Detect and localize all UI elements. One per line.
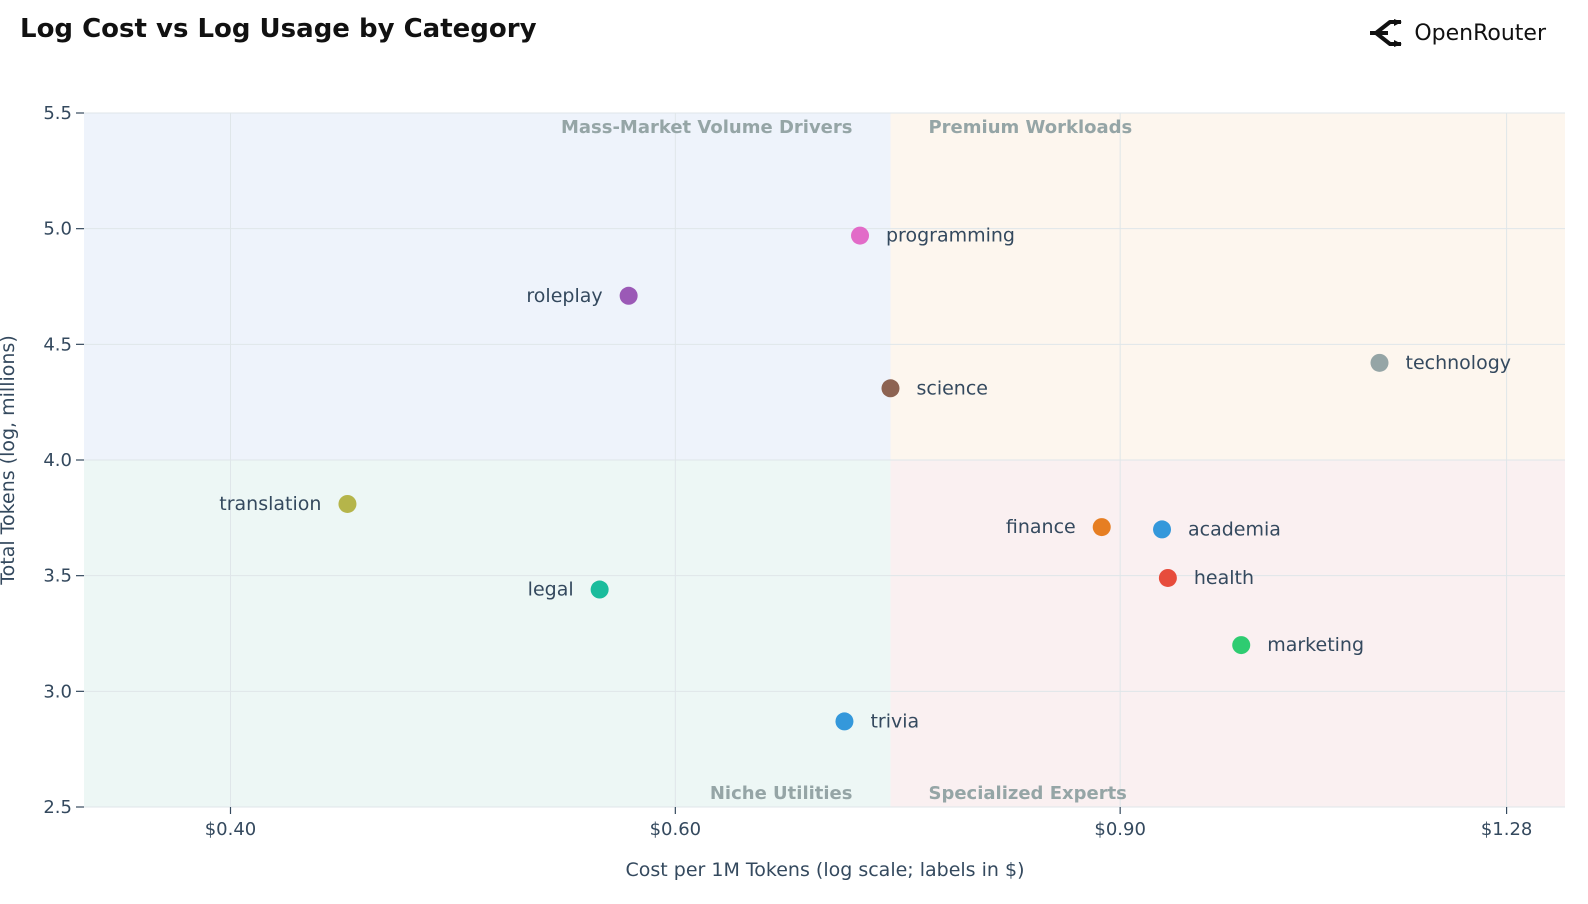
y-tick-label: 5.5 bbox=[43, 103, 72, 124]
y-tick-label: 4.5 bbox=[43, 334, 72, 355]
y-tick-label: 3.5 bbox=[43, 566, 72, 587]
point-science bbox=[881, 379, 900, 398]
point-finance bbox=[1092, 518, 1111, 537]
point-legal bbox=[590, 580, 609, 599]
brand-name: OpenRouter bbox=[1414, 20, 1546, 46]
point-academia bbox=[1153, 520, 1172, 539]
axes: 2.5 3.0 3.5 4.0 4.5 5.0 5.5 $0.40 $0.60 $0.90 $1.2… bbox=[43, 103, 1565, 840]
quadrant-label: Premium Workloads bbox=[928, 117, 1132, 138]
x-axis-label: Cost per 1M Tokens (log scale; labels in… bbox=[626, 859, 1025, 881]
point-label-roleplay: roleplay bbox=[526, 285, 602, 307]
point-trivia bbox=[835, 712, 854, 731]
point-label-technology: technology bbox=[1406, 352, 1512, 374]
x-tick-label: $0.90 bbox=[1094, 819, 1146, 840]
point-health bbox=[1158, 568, 1177, 587]
point-translation bbox=[338, 494, 357, 513]
data-points: programming roleplay science technology tran… bbox=[219, 225, 1511, 733]
x-tick-label: $0.40 bbox=[205, 819, 257, 840]
chart-title: Log Cost vs Log Usage by Category bbox=[20, 14, 537, 44]
quadrant-label: Mass-Market Volume Drivers bbox=[561, 117, 853, 138]
quadrant-bottom-right bbox=[890, 460, 1565, 807]
quadrant-label: Specialized Experts bbox=[928, 783, 1126, 804]
y-tick-label: 2.5 bbox=[43, 797, 72, 818]
point-label-science: science bbox=[916, 377, 988, 399]
point-marketing bbox=[1232, 636, 1251, 655]
point-label-programming: programming bbox=[886, 225, 1015, 247]
point-label-finance: finance bbox=[1006, 516, 1076, 538]
point-label-academia: academia bbox=[1188, 518, 1281, 540]
point-programming bbox=[851, 226, 870, 245]
y-tick-label: 5.0 bbox=[43, 219, 72, 240]
x-tick-label: $0.60 bbox=[650, 819, 702, 840]
quadrant-labels: Mass-Market Volume Drivers Premium Worklo… bbox=[561, 117, 1132, 804]
point-technology bbox=[1370, 353, 1389, 372]
y-axis-label: Total Tokens (log, millions) bbox=[0, 335, 19, 585]
openrouter-logo-icon bbox=[1370, 19, 1403, 47]
brand: OpenRouter bbox=[1368, 18, 1546, 48]
quadrant-top-right bbox=[890, 113, 1565, 460]
point-label-legal: legal bbox=[528, 579, 574, 601]
quadrant-backgrounds bbox=[84, 113, 1565, 807]
quadrant-top-left bbox=[84, 113, 891, 460]
quadrant-bottom-left bbox=[84, 460, 891, 807]
y-tick-label: 3.0 bbox=[43, 681, 72, 702]
point-label-translation: translation bbox=[219, 493, 321, 515]
point-label-health: health bbox=[1194, 567, 1254, 589]
quadrant-label: Niche Utilities bbox=[710, 783, 853, 804]
point-label-marketing: marketing bbox=[1267, 634, 1364, 656]
y-tick-label: 4.0 bbox=[43, 450, 72, 471]
point-roleplay bbox=[619, 286, 638, 305]
point-label-trivia: trivia bbox=[870, 710, 919, 732]
x-tick-label: $1.28 bbox=[1481, 819, 1533, 840]
